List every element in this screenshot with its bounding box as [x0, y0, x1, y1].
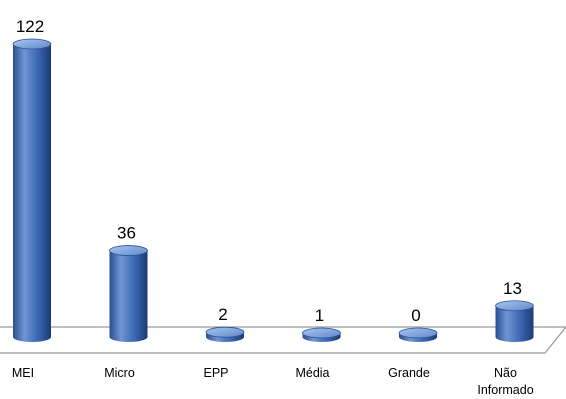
bar-top	[205, 326, 245, 338]
bar-top	[109, 245, 148, 256]
bar-5	[495, 300, 534, 342]
category-label: Grande	[388, 366, 430, 380]
value-label: 2	[218, 305, 227, 324]
bar-1	[109, 245, 148, 342]
bar-top	[302, 327, 341, 339]
value-label: 0	[411, 306, 420, 325]
chart-floor	[0, 326, 566, 354]
floor-plane	[0, 327, 566, 353]
value-label: 122	[16, 17, 44, 36]
bar-2	[205, 326, 245, 342]
bar-top	[495, 300, 534, 312]
category-label: MEI	[12, 366, 34, 380]
category-label: Micro	[104, 366, 135, 380]
value-label: 13	[503, 279, 522, 298]
value-label: 1	[315, 306, 324, 325]
value-label: 36	[117, 224, 136, 243]
bar-body	[13, 44, 51, 342]
bar-0	[12, 38, 52, 342]
bar-top	[12, 38, 52, 50]
bar-body	[109, 250, 148, 342]
value-labels: 122 36 2 1 0 13	[16, 17, 522, 325]
category-label: Média	[295, 366, 329, 380]
category-labels: MEI Micro EPP Média Grande Não Informado	[12, 366, 534, 397]
category-label: EPP	[203, 366, 228, 380]
bar-body	[495, 305, 534, 342]
category-label: Não Informado	[477, 366, 533, 397]
floor-edge	[0, 326, 566, 354]
bar-4	[398, 327, 438, 342]
bar-3	[302, 327, 341, 342]
chart-bars	[12, 38, 534, 342]
bar-top	[398, 327, 438, 339]
